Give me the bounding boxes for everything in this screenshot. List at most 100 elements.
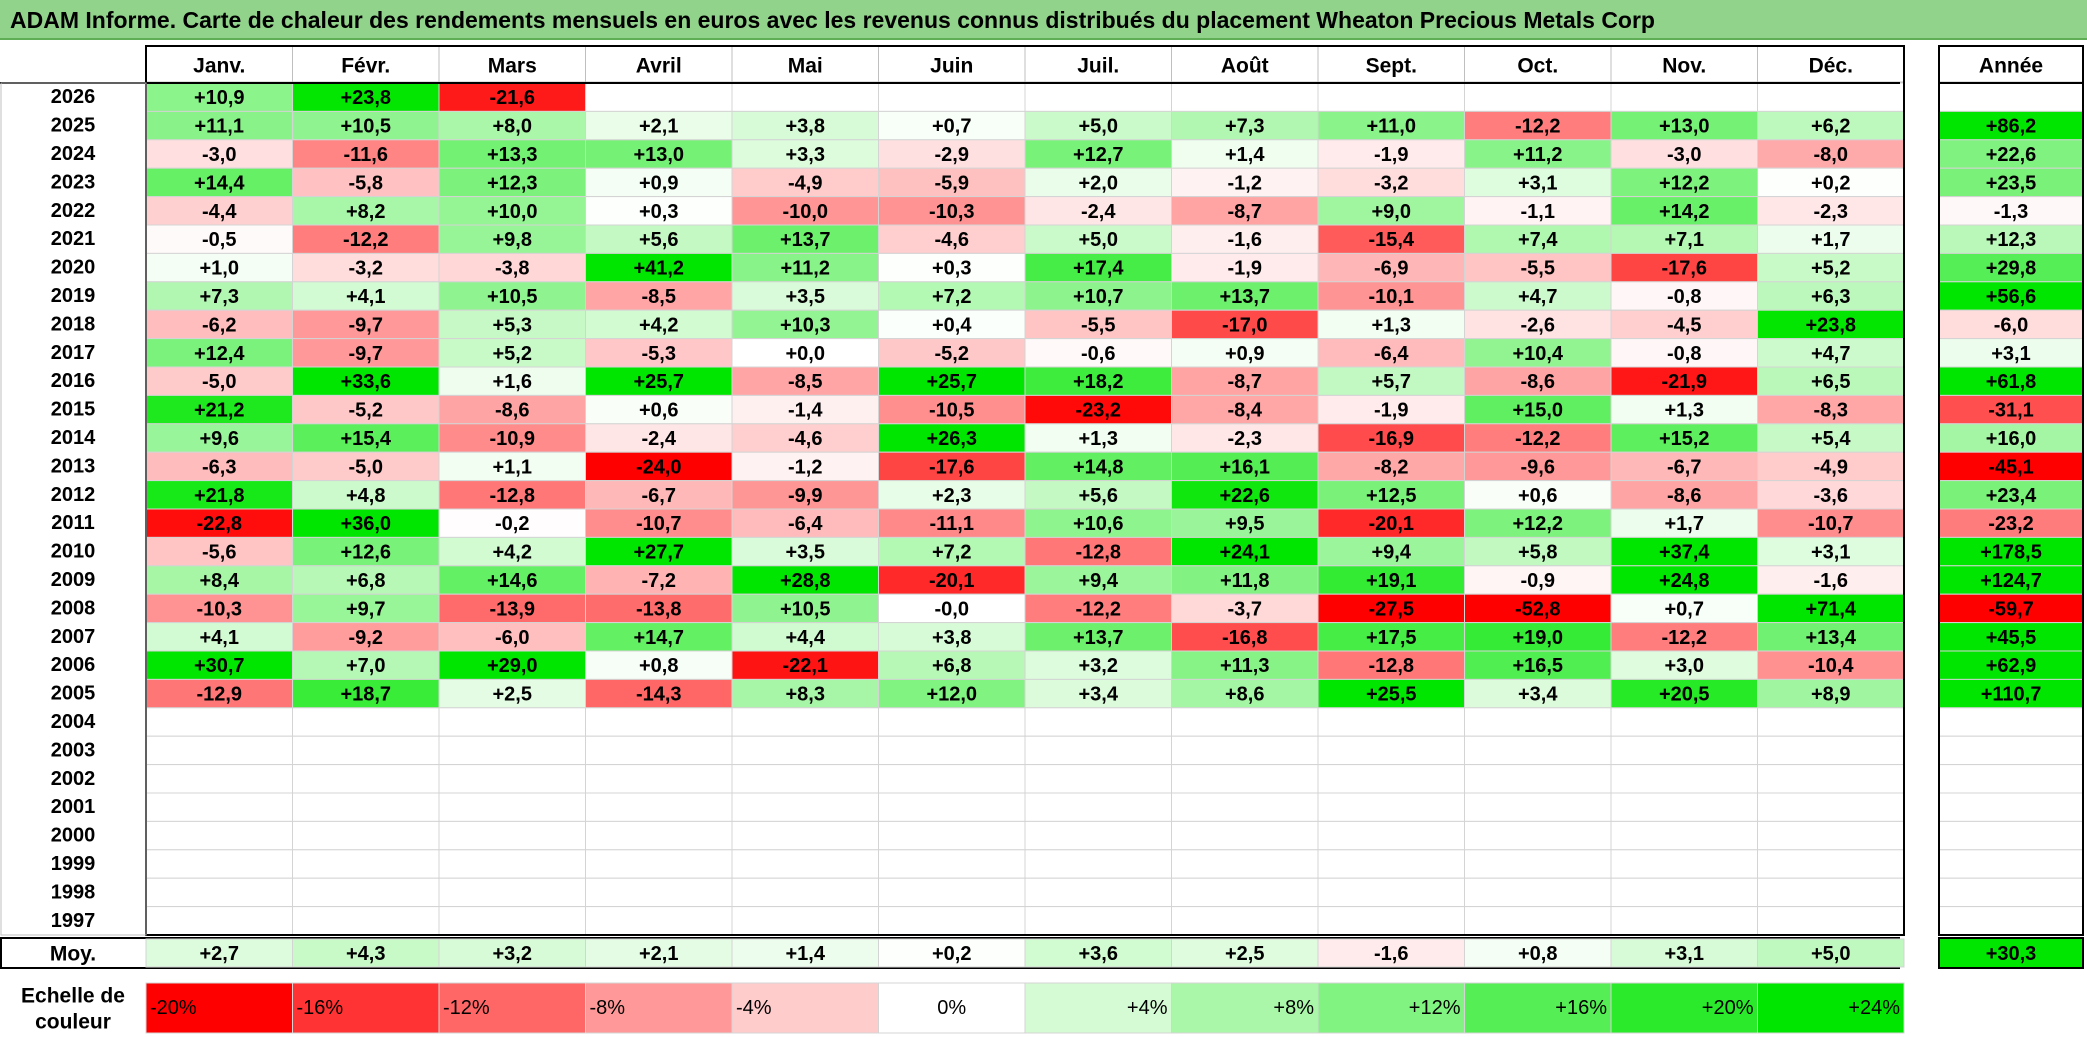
heat-cell: [1610, 849, 1758, 879]
color-scale-swatch: [1757, 982, 1905, 1034]
heat-cell: [585, 451, 733, 482]
heat-cell: [1757, 593, 1905, 624]
heat-cell: [585, 338, 733, 368]
annual-cell-value: -1,3: [1994, 201, 2028, 223]
heat-cell-value: +12,4: [194, 343, 245, 365]
heat-cell: [438, 622, 586, 652]
heat-cell-value: -17,6: [929, 456, 975, 478]
heat-cell: [1757, 423, 1905, 453]
heat-cell-value: -0,0: [935, 598, 969, 620]
year-label: 2005: [51, 683, 96, 705]
heat-cell: [731, 792, 879, 822]
heat-cell-value: -1,9: [1228, 258, 1262, 280]
heat-cell-value: -5,0: [349, 456, 383, 478]
heat-cell-value: +13,0: [633, 144, 684, 166]
heat-cell: [1757, 451, 1905, 482]
year-label: 2002: [51, 768, 96, 790]
heat-cell: [1464, 593, 1612, 624]
annual-cell: [1938, 707, 2084, 737]
heat-cell: [1464, 139, 1612, 169]
heat-cell-value: +10,7: [1073, 286, 1124, 308]
heat-cell-value: +21,8: [194, 485, 245, 507]
heat-cell-value: -10,9: [489, 428, 535, 450]
heat-cell: [145, 451, 293, 482]
heat-cell-value: +22,6: [1219, 485, 1270, 507]
heat-cell-value: -13,8: [636, 598, 682, 620]
heat-cell-value: -16,9: [1368, 428, 1414, 450]
heat-cell-value: +0,2: [1811, 172, 1850, 194]
heat-cell: [1024, 281, 1172, 311]
heat-cell-value: -0,5: [202, 229, 236, 251]
year-label: 2015: [51, 399, 96, 421]
heat-cell-value: +30,7: [194, 655, 245, 677]
annual-cell: [1938, 281, 2084, 311]
annual-cell-value: +23,4: [1986, 485, 2037, 507]
heat-cell: [438, 110, 586, 141]
heat-cell-value: +9,0: [1372, 201, 1411, 223]
heat-cell: [878, 849, 1026, 879]
year-label: 2016: [51, 370, 96, 392]
heat-cell-value: +11,8: [1220, 570, 1270, 592]
heat-cell: [1024, 707, 1172, 737]
heat-cell-value: -1,6: [1814, 570, 1848, 592]
heat-cell-value: +3,4: [1079, 684, 1119, 706]
heat-cell-value: +9,6: [200, 428, 239, 450]
heat-cell-value: -8,6: [1521, 371, 1555, 393]
heat-cell: [1171, 565, 1319, 595]
color-scale-swatch: [1464, 982, 1612, 1034]
year-label: 2021: [51, 228, 96, 250]
annual-cell: [1938, 196, 2084, 226]
heat-cell: [292, 508, 440, 538]
month-header-label: Avril: [636, 55, 682, 78]
heat-cell: [585, 906, 733, 936]
heat-cell: [878, 906, 1026, 936]
heat-cell-value: -10,7: [1808, 513, 1854, 535]
heat-cell-value: -1,9: [1374, 400, 1408, 422]
year-label: 1998: [51, 881, 96, 903]
heat-cell: [585, 764, 733, 794]
annual-cell-value: -45,1: [1988, 456, 2034, 478]
heat-cell: [1464, 252, 1612, 283]
average-cell: [1464, 938, 1612, 968]
heat-cell-value: +10,3: [780, 314, 831, 336]
annual-cell-value: -31,1: [1988, 400, 2034, 422]
month-header-cell: [292, 45, 440, 83]
heat-cell: [292, 877, 440, 908]
heat-cell: [438, 139, 586, 169]
heat-cell: [438, 764, 586, 794]
heat-cell: [1610, 480, 1758, 510]
heat-cell: [1171, 735, 1319, 766]
heat-cell-value: -5,2: [349, 400, 383, 422]
heat-cell: [1610, 196, 1758, 226]
heat-cell: [1464, 167, 1612, 198]
heat-cell-value: +10,5: [487, 286, 538, 308]
month-header-label: Juin: [930, 55, 973, 78]
heat-cell-value: -5,2: [935, 343, 969, 365]
heat-cell: [585, 110, 733, 141]
heat-cell-value: +13,3: [487, 144, 538, 166]
heat-cell: [1464, 451, 1612, 482]
heat-cell: [145, 906, 293, 936]
heat-cell-value: +13,0: [1659, 116, 1710, 138]
average-cell-value: +3,2: [493, 943, 532, 965]
heat-cell-value: +1,7: [1811, 229, 1850, 251]
heat-cell: [1757, 536, 1905, 567]
heat-cell-value: -5,9: [935, 172, 969, 194]
heat-cell-value: +3,8: [932, 627, 971, 649]
heat-cell-value: +9,4: [1372, 542, 1412, 564]
heat-cell: [1610, 82, 1758, 112]
heat-cell: [1024, 451, 1172, 482]
heat-cell-value: -12,2: [1075, 598, 1121, 620]
heat-cell: [1317, 877, 1465, 908]
heat-cell: [1757, 820, 1905, 851]
annual-cell-value: +12,3: [1986, 229, 2037, 251]
year-label: 2007: [51, 626, 96, 648]
heat-cell: [731, 650, 879, 680]
heat-cell: [145, 735, 293, 766]
average-cell: [438, 938, 586, 968]
heat-cell: [1610, 792, 1758, 822]
heat-cell: [878, 110, 1026, 141]
heat-cell-value: +6,8: [932, 655, 971, 677]
year-label: 2013: [51, 455, 96, 477]
heat-cell-value: +12,3: [487, 172, 538, 194]
